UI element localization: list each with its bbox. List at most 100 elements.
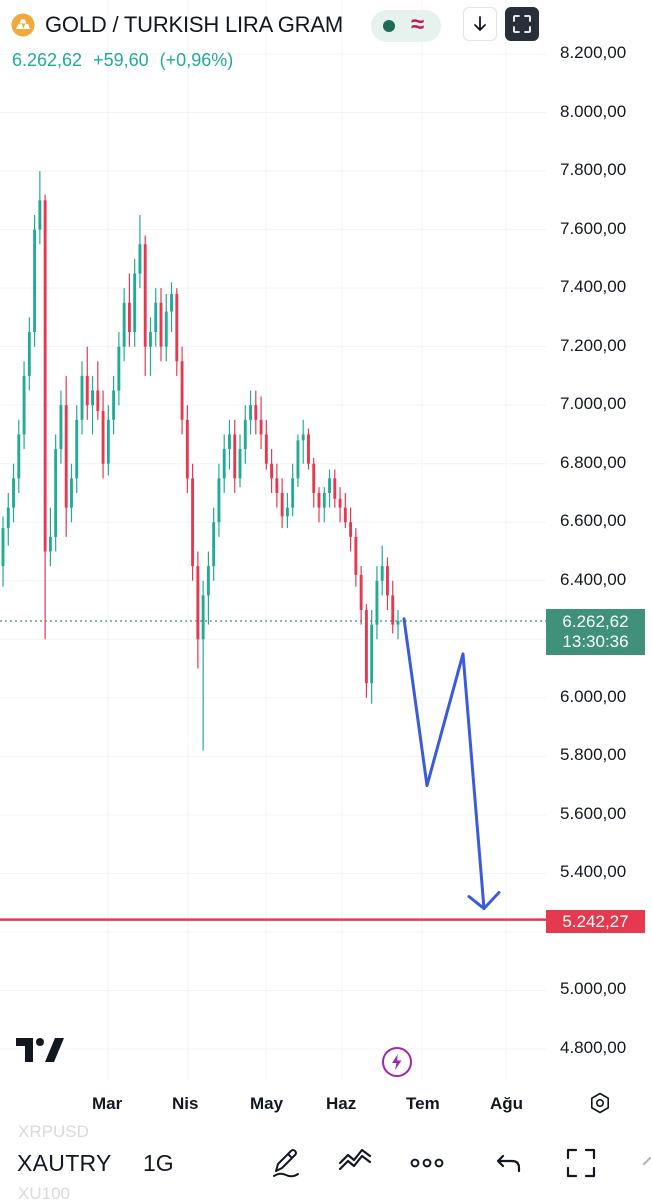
candle-body	[175, 293, 179, 362]
candle-body	[138, 244, 142, 274]
time-axis-label: Ağu	[490, 1094, 524, 1113]
fullscreen-button[interactable]	[505, 7, 539, 41]
price-change-percent: (+0,96%)	[159, 50, 234, 70]
candle	[196, 551, 200, 669]
candle-body	[375, 580, 379, 625]
time-axis-label: Tem	[406, 1094, 440, 1113]
price-axis-label: 5.800,00	[560, 745, 627, 765]
price-axis-label: 6.400,00	[560, 569, 627, 589]
candle	[149, 317, 152, 376]
symbol-picker[interactable]: XAUTRY	[17, 1150, 112, 1176]
candle	[206, 551, 210, 625]
price-axis-label: 7.200,00	[560, 335, 627, 355]
candle	[212, 507, 216, 581]
time-axis-label: May	[250, 1094, 284, 1113]
gold-icon	[11, 13, 35, 37]
chart-grid	[0, 0, 546, 1080]
market-status-pill[interactable]: ≈	[371, 10, 441, 42]
fullscreen-icon	[513, 15, 531, 33]
price-axis-label: 6.600,00	[560, 511, 627, 531]
candle	[249, 390, 252, 435]
interval-picker[interactable]: 1G	[143, 1150, 174, 1176]
undo-button[interactable]	[490, 1144, 528, 1182]
candle	[254, 390, 258, 435]
projection-path[interactable]	[402, 617, 486, 911]
candle-body	[322, 492, 326, 508]
candle-body	[133, 273, 137, 333]
drawing-tools-button[interactable]	[336, 1144, 374, 1182]
candle	[386, 557, 389, 611]
candle-body	[75, 419, 79, 479]
candle-body	[85, 375, 89, 406]
pen-button[interactable]	[266, 1144, 304, 1182]
candle-body	[380, 566, 384, 581]
download-button[interactable]	[463, 7, 497, 41]
candle-body	[296, 440, 300, 479]
fullscreen-toggle-button[interactable]	[562, 1144, 600, 1182]
more-button[interactable]	[408, 1144, 446, 1182]
candle-body	[91, 390, 94, 406]
time-axis-label: Nis	[172, 1094, 199, 1113]
pen-icon	[273, 1149, 299, 1178]
price-axis-label: 6.800,00	[560, 452, 627, 472]
candle-body	[328, 478, 331, 493]
candle	[64, 375, 68, 537]
candle-body	[27, 332, 31, 376]
candles	[1, 171, 400, 751]
candle	[191, 463, 195, 581]
candle-body	[228, 434, 231, 450]
candle	[359, 566, 363, 625]
candle	[170, 282, 173, 333]
candle-body	[370, 624, 374, 684]
candle	[12, 463, 15, 523]
candle-body	[206, 566, 210, 596]
price-axis-label: 8.200,00	[560, 43, 627, 62]
candle	[127, 273, 131, 347]
candle	[243, 405, 247, 464]
candle-body	[117, 346, 121, 391]
price-axis-label: 5.600,00	[560, 803, 627, 823]
candle	[154, 288, 158, 347]
symbol-title[interactable]: GOLD / TURKISH LIRA GRAM	[45, 12, 343, 37]
candle	[143, 235, 147, 376]
candle-body	[386, 566, 389, 596]
candle	[296, 434, 300, 488]
candle	[43, 194, 47, 640]
bottom-toolbar	[0, 1122, 652, 1200]
candle-body	[17, 434, 21, 479]
candle	[106, 405, 110, 476]
candle	[333, 469, 337, 508]
candle-body	[170, 293, 173, 312]
candle	[370, 610, 374, 704]
candle	[17, 419, 21, 493]
settings-icon[interactable]	[588, 1091, 612, 1115]
candle	[133, 258, 137, 347]
candle-body	[217, 478, 221, 523]
candle	[54, 434, 58, 552]
candle	[375, 566, 379, 640]
candle-body	[38, 200, 42, 230]
price-axis-label: 4.800,00	[560, 1038, 627, 1057]
candle-body	[222, 449, 226, 479]
toolbar-overflow-edge	[640, 1154, 652, 1174]
candle-body	[275, 478, 279, 493]
more-icon	[410, 1158, 444, 1168]
candle-body	[270, 463, 274, 479]
time-axis-label: Mar	[92, 1094, 123, 1113]
candle-body	[349, 522, 353, 537]
candle-body	[243, 419, 247, 450]
candle	[228, 419, 231, 470]
tradingview-logo-icon[interactable]	[16, 1038, 64, 1062]
candle-body	[154, 302, 158, 333]
bolt-button[interactable]	[382, 1047, 412, 1077]
projection-arrowhead	[467, 891, 501, 911]
candle	[380, 545, 384, 596]
price-axis-label: 7.800,00	[560, 160, 627, 180]
bar-countdown: 13:30:36	[562, 632, 629, 651]
candle	[275, 463, 279, 508]
candle-body	[101, 411, 105, 464]
candle	[159, 288, 163, 362]
candle-body	[249, 405, 252, 420]
candle-body	[212, 522, 216, 567]
